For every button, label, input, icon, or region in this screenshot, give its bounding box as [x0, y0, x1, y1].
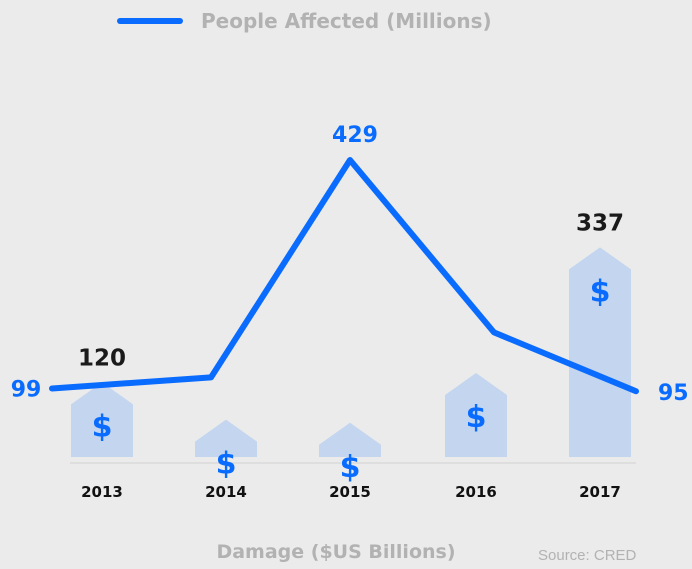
bar-2013	[71, 382, 133, 457]
bar-2017	[569, 247, 631, 457]
x-tick-label-2016: 2016	[455, 483, 497, 501]
dollar-icon: $	[590, 274, 611, 309]
bar-2014	[195, 419, 257, 457]
line-value-label-2013: 99	[11, 377, 42, 402]
x-tick-label-2015: 2015	[329, 483, 371, 501]
dollar-icon: $	[466, 400, 487, 435]
bar-value-label-2013: 120	[78, 345, 126, 371]
dollar-icon: $	[92, 409, 113, 444]
x-tick-label-2013: 2013	[81, 483, 123, 501]
x-tick-label-2014: 2014	[205, 483, 247, 501]
bar-value-label-2017: 337	[576, 210, 624, 236]
legend-label: People Affected (Millions)	[201, 9, 492, 33]
line-value-label-2015: 429	[332, 123, 378, 148]
source-note: Source: CRED	[538, 547, 637, 564]
labels-layer: 120 2013 2014 2015 2016 337 2017 99 429 95	[11, 123, 689, 501]
bar-2015	[319, 422, 381, 457]
dollar-icon: $	[216, 447, 237, 482]
line-value-label-2017: 95	[658, 381, 689, 406]
bars-layer: $ $ $ $ $	[71, 247, 631, 485]
x-axis-title: Damage ($US Billions)	[216, 541, 455, 563]
bar-2016	[445, 373, 507, 457]
line-series-people-affected	[49, 157, 639, 395]
x-tick-label-2017: 2017	[579, 483, 621, 501]
dollar-icon: $	[340, 450, 361, 485]
line-layer	[49, 157, 639, 395]
